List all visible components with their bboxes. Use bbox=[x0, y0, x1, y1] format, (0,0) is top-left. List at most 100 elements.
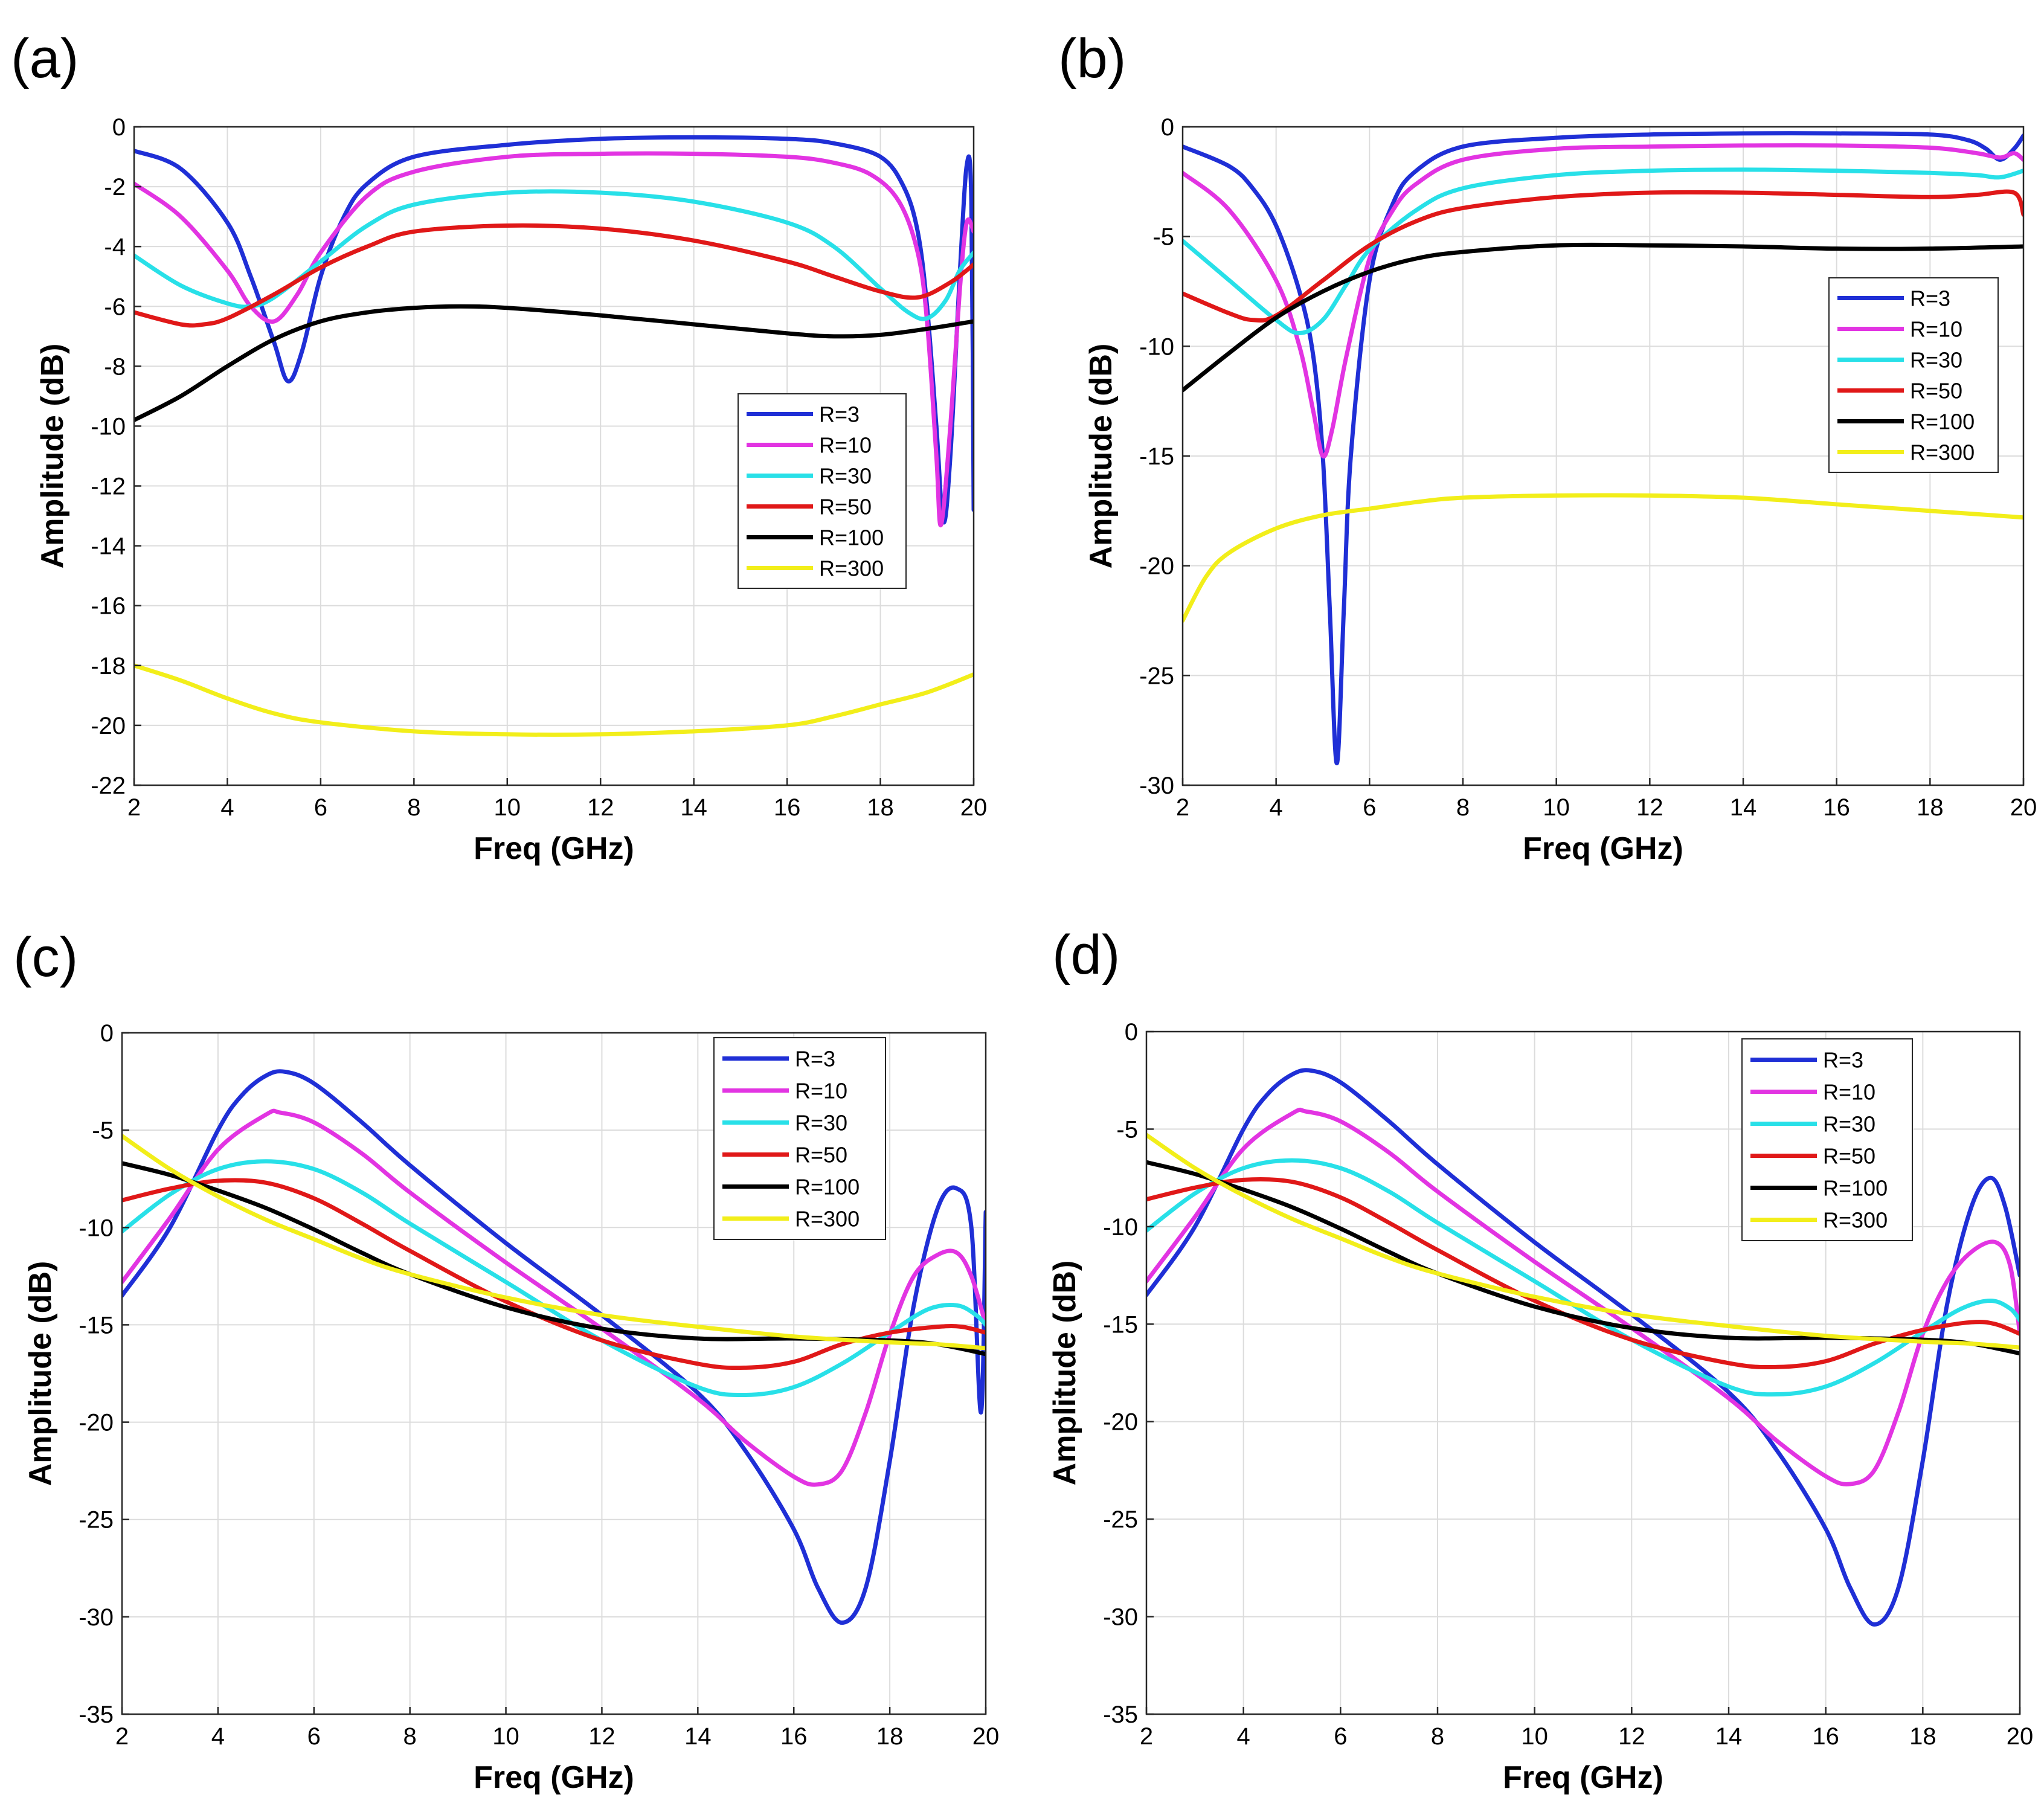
y-tick-label: -5 bbox=[1152, 224, 1174, 251]
x-tick-label: 20 bbox=[2010, 794, 2037, 821]
x-tick-label: 8 bbox=[407, 794, 420, 821]
x-tick-label: 12 bbox=[588, 1723, 615, 1750]
chart-panel-1: (b) 2 4 6 8 10 12 14 16 18 20 0 -5 -10 -15 -20 -25 -30 Fre… bbox=[1058, 28, 2037, 866]
series-line-r-3 bbox=[1183, 131, 2023, 766]
legend-entry: R=300 bbox=[819, 556, 884, 581]
x-tick-label: 20 bbox=[972, 1723, 1000, 1750]
y-tick-label: -5 bbox=[92, 1117, 114, 1144]
x-tick-label: 2 bbox=[115, 1723, 129, 1750]
x-tick-label: 8 bbox=[1456, 794, 1470, 821]
x-tick-label: 18 bbox=[867, 794, 894, 821]
y-tick-label: 0 bbox=[1125, 1019, 1138, 1046]
x-tick-label: 14 bbox=[680, 794, 707, 821]
x-tick-label: 10 bbox=[1543, 794, 1570, 821]
x-tick-label: 4 bbox=[211, 1723, 225, 1750]
chart-panel-2: (c) 2 4 6 8 10 12 14 16 18 20 0 -5 -10 -15 -20 -25 -30 -35… bbox=[13, 927, 999, 1795]
axes-box bbox=[133, 126, 975, 786]
panel-label: (c) bbox=[13, 927, 78, 988]
x-tick-label: 6 bbox=[1363, 794, 1376, 821]
y-tick-label: -5 bbox=[1116, 1116, 1138, 1143]
series-line-r-300 bbox=[1146, 1132, 2020, 1350]
legend-entry: R=50 bbox=[1823, 1144, 1875, 1169]
x-tick-label: 16 bbox=[780, 1723, 808, 1750]
y-tick-label: -15 bbox=[79, 1312, 114, 1338]
legend-entry: R=100 bbox=[1910, 410, 1975, 434]
series-line-r-100 bbox=[1183, 242, 2023, 393]
x-tick-label: 2 bbox=[1140, 1723, 1153, 1750]
y-tick-label: -18 bbox=[91, 653, 126, 680]
y-tick-label: 0 bbox=[112, 114, 126, 141]
x-tick-label: 14 bbox=[684, 1723, 712, 1750]
chart-panel-3: (d) 2 4 6 8 10 12 14 16 18 20 0 -5 -10 -15 -20 -25 -30 -35… bbox=[1047, 924, 2033, 1795]
x-tick-label: 14 bbox=[1715, 1723, 1743, 1750]
x-tick-label: 18 bbox=[876, 1723, 904, 1750]
series-line-r-50 bbox=[1146, 1177, 2020, 1370]
x-tick-label: 4 bbox=[1237, 1723, 1250, 1750]
series-line-r-50 bbox=[134, 223, 974, 328]
x-tick-label: 10 bbox=[494, 794, 521, 821]
legend-entry: R=10 bbox=[795, 1079, 847, 1104]
x-tick-label: 12 bbox=[1618, 1723, 1645, 1750]
x-axis-title: Freq (GHz) bbox=[474, 831, 634, 866]
y-axis-title: Amplitude (dB) bbox=[35, 344, 70, 569]
y-tick-label: 0 bbox=[1161, 114, 1174, 141]
axes-box bbox=[1145, 1030, 2021, 1715]
y-tick-label: -15 bbox=[1103, 1311, 1138, 1338]
x-tick-label: 20 bbox=[2007, 1723, 2034, 1750]
series-line-r-10 bbox=[134, 151, 974, 528]
legend-entry: R=50 bbox=[1910, 379, 1962, 403]
y-tick-label: 0 bbox=[100, 1020, 114, 1047]
legend-box bbox=[1828, 277, 1999, 473]
y-tick-label: -15 bbox=[1139, 443, 1174, 470]
y-tick-label: -10 bbox=[91, 413, 126, 440]
y-tick-label: -25 bbox=[79, 1507, 114, 1534]
y-tick-label: -20 bbox=[1103, 1409, 1138, 1436]
x-tick-label: 12 bbox=[587, 794, 614, 821]
y-axis-title: Amplitude (dB) bbox=[1047, 1261, 1082, 1486]
x-tick-label: 18 bbox=[1909, 1723, 1936, 1750]
y-tick-label: -20 bbox=[1139, 553, 1174, 580]
legend-entry: R=3 bbox=[1910, 286, 1950, 311]
x-tick-label: 8 bbox=[403, 1723, 417, 1750]
legend-entry: R=50 bbox=[819, 495, 872, 519]
legend-entry: R=300 bbox=[795, 1207, 860, 1232]
series-line-r-50 bbox=[122, 1178, 986, 1370]
legend-box bbox=[1741, 1038, 1913, 1241]
x-tick-label: 2 bbox=[127, 794, 141, 821]
legend-entry: R=100 bbox=[1823, 1176, 1888, 1201]
x-tick-label: 4 bbox=[1270, 794, 1283, 821]
legend-entry: R=100 bbox=[795, 1175, 860, 1200]
legend-box bbox=[713, 1037, 886, 1240]
x-tick-label: 16 bbox=[1812, 1723, 1839, 1750]
series-line-r-10 bbox=[1183, 143, 2023, 459]
chart-panel-0: (a) 2 4 6 8 10 12 14 16 18 20 0 -2 -4 -6 -8 -10 -12 -14 -16… bbox=[11, 28, 987, 866]
legend-entry: R=300 bbox=[1823, 1208, 1888, 1233]
panel-label: (a) bbox=[11, 28, 79, 89]
x-axis-title: Freq (GHz) bbox=[1503, 1760, 1663, 1795]
x-tick-label: 10 bbox=[492, 1723, 519, 1750]
x-tick-label: 4 bbox=[220, 794, 234, 821]
x-tick-label: 10 bbox=[1521, 1723, 1548, 1750]
x-axis-title: Freq (GHz) bbox=[1523, 831, 1683, 866]
series-line-r-300 bbox=[134, 663, 974, 737]
x-tick-label: 8 bbox=[1431, 1723, 1444, 1750]
x-tick-label: 16 bbox=[774, 794, 801, 821]
y-tick-label: -35 bbox=[1103, 1701, 1138, 1728]
legend-entry: R=100 bbox=[819, 525, 884, 550]
y-tick-label: -8 bbox=[104, 353, 126, 380]
legend: R=3 R=10 R=30 R=50 R=100 R=300 bbox=[713, 1037, 886, 1240]
y-tick-label: -12 bbox=[91, 474, 126, 500]
legend-entry: R=10 bbox=[1910, 317, 1962, 342]
x-tick-label: 6 bbox=[1334, 1723, 1347, 1750]
y-tick-label: -6 bbox=[104, 294, 126, 320]
y-tick-label: -30 bbox=[79, 1604, 114, 1631]
x-tick-label: 18 bbox=[1917, 794, 1944, 821]
legend: R=3 R=10 R=30 R=50 R=100 R=300 bbox=[1741, 1038, 1913, 1241]
y-tick-label: -30 bbox=[1139, 773, 1174, 799]
y-axis-title: Amplitude (dB) bbox=[1084, 344, 1119, 569]
legend-entry: R=300 bbox=[1910, 440, 1975, 465]
x-tick-label: 14 bbox=[1730, 794, 1757, 821]
y-tick-label: -16 bbox=[91, 593, 126, 620]
legend-entry: R=3 bbox=[819, 402, 860, 427]
